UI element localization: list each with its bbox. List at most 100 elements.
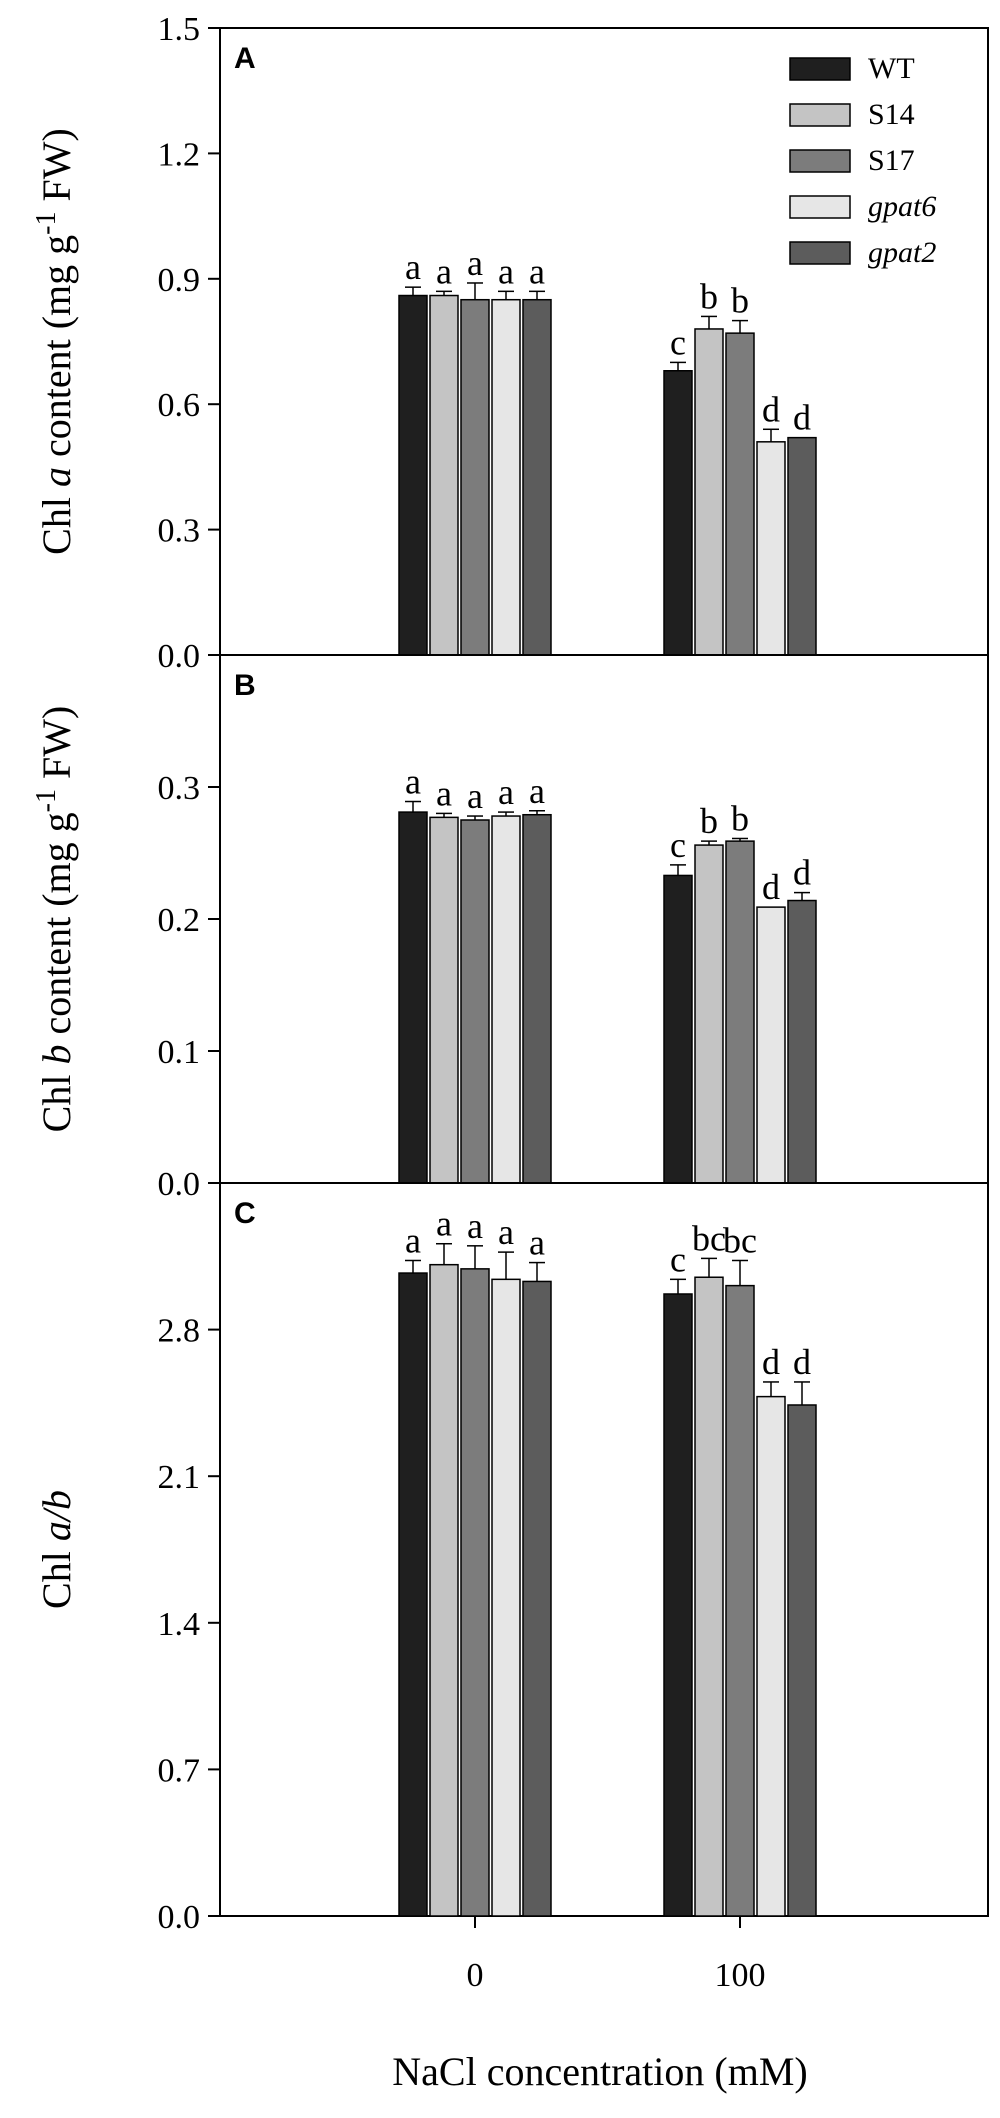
y-axis-title-part: content (mg g bbox=[34, 235, 79, 467]
significance-label: b bbox=[700, 801, 718, 841]
bar-wt-100 bbox=[663, 370, 693, 656]
y-tick-label: 0.1 bbox=[158, 1034, 201, 1071]
bar-gpat2-0 bbox=[522, 298, 552, 656]
legend-label-gpat2: gpat2 bbox=[868, 236, 936, 269]
bar-gpat2-100 bbox=[787, 436, 817, 656]
x-tick-label: 100 bbox=[715, 1957, 766, 1994]
y-axis-title-part: Chl bbox=[34, 1065, 79, 1133]
bar-gpat2-0 bbox=[522, 1280, 552, 1917]
y-axis-title-part: -1 bbox=[31, 789, 62, 812]
legend-label-s14: S14 bbox=[868, 98, 915, 131]
significance-label: a bbox=[405, 1220, 421, 1260]
y-axis-title: Chl a content (mg g-1 FW) bbox=[31, 128, 80, 555]
significance-label: c bbox=[670, 1239, 686, 1279]
bar-s17-0 bbox=[460, 298, 490, 656]
significance-label: a bbox=[529, 771, 545, 811]
panel-letter: A bbox=[234, 42, 256, 75]
significance-label: a bbox=[405, 762, 421, 802]
significance-label: a bbox=[436, 773, 452, 813]
y-axis-title: Chl b content (mg g-1 FW) bbox=[31, 706, 80, 1133]
y-tick-label: 0.6 bbox=[158, 387, 201, 424]
bar-s14-100 bbox=[694, 328, 724, 656]
y-axis-title: Chl a/b bbox=[34, 1490, 79, 1609]
legend: WT S14 S17 gpat6 gpat2 bbox=[789, 52, 936, 269]
legend-label-wt: WT bbox=[868, 52, 915, 85]
bar-gpat2-100 bbox=[787, 899, 817, 1184]
significance-label: a bbox=[405, 247, 421, 287]
y-axis-title-part: content (mg g bbox=[34, 812, 79, 1044]
bar-wt-0 bbox=[398, 811, 428, 1184]
legend-swatch-s17 bbox=[789, 149, 851, 173]
y-axis-title-part: a/b bbox=[34, 1490, 79, 1541]
significance-label: a bbox=[467, 1206, 483, 1246]
significance-label: d bbox=[762, 389, 780, 429]
y-axis-title-part: a bbox=[34, 467, 79, 487]
bar-gpat6-0 bbox=[491, 1278, 521, 1917]
bar-wt-0 bbox=[398, 294, 428, 656]
y-tick-label: 0.7 bbox=[158, 1752, 201, 1789]
significance-label: a bbox=[498, 251, 514, 291]
significance-label: a bbox=[467, 776, 483, 816]
bar-s14-0 bbox=[429, 1263, 459, 1917]
bar-s17-100 bbox=[725, 332, 755, 656]
legend-label-gpat6: gpat6 bbox=[868, 190, 936, 223]
y-tick-label: 0.0 bbox=[158, 1899, 201, 1936]
significance-label: bc bbox=[692, 1218, 726, 1258]
y-tick-label: 0.0 bbox=[158, 1166, 201, 1203]
significance-label: a bbox=[498, 1212, 514, 1252]
y-axis-title-part: FW) bbox=[34, 706, 79, 789]
significance-label: a bbox=[436, 251, 452, 291]
significance-label: a bbox=[498, 772, 514, 812]
significance-label: b bbox=[731, 798, 749, 838]
y-axis-title-part: FW) bbox=[34, 128, 79, 211]
panel-b: 0.0 0.1 0.2 0.3 B Chl b content (mg g-1 FW) a c… bbox=[31, 654, 989, 1203]
significance-label: a bbox=[467, 243, 483, 283]
bar-gpat6-0 bbox=[491, 815, 521, 1184]
bar-gpat6-100 bbox=[756, 1395, 786, 1917]
bar-gpat6-0 bbox=[491, 298, 521, 656]
y-axis-title-part: Chl bbox=[34, 487, 79, 555]
significance-label: b bbox=[700, 276, 718, 316]
plot-frame bbox=[219, 1182, 989, 1917]
y-tick-label: 1.5 bbox=[158, 11, 201, 48]
bar-gpat6-100 bbox=[756, 441, 786, 656]
significance-label: d bbox=[793, 1342, 811, 1382]
bar-s14-100 bbox=[694, 1276, 724, 1917]
significance-label: a bbox=[529, 251, 545, 291]
bar-s14-0 bbox=[429, 816, 459, 1184]
legend-swatch-gpat6 bbox=[789, 195, 851, 219]
legend-label-s17: S17 bbox=[868, 144, 915, 177]
panel-c: 0.0 0.7 1.4 2.1 2.8 C Chl a/b a c a bc a bc a d a d 0 100 bbox=[34, 1182, 989, 1994]
y-tick-label: 2.1 bbox=[158, 1459, 201, 1496]
bar-gpat2-0 bbox=[522, 813, 552, 1184]
y-axis-title-part: -1 bbox=[31, 212, 62, 235]
legend-swatch-s14 bbox=[789, 103, 851, 127]
significance-label: c bbox=[670, 825, 686, 865]
bar-gpat2-100 bbox=[787, 1404, 817, 1917]
panel-a: 0.0 0.3 0.6 0.9 1.2 1.5 A Chl a content (mg g-1… bbox=[31, 11, 989, 675]
bar-gpat6-100 bbox=[756, 906, 786, 1184]
bar-wt-100 bbox=[663, 1293, 693, 1917]
panel-letter: C bbox=[234, 1197, 256, 1230]
significance-label: bc bbox=[723, 1220, 757, 1260]
bar-s17-100 bbox=[725, 840, 755, 1184]
x-axis-title: NaCl concentration (mM) bbox=[392, 2049, 807, 2094]
significance-label: b bbox=[731, 281, 749, 321]
y-axis-title-part: b bbox=[34, 1045, 79, 1065]
significance-label: c bbox=[670, 322, 686, 362]
x-tick-label: 0 bbox=[467, 1957, 484, 1994]
significance-label: a bbox=[436, 1204, 452, 1244]
y-axis-title-part: Chl bbox=[34, 1541, 79, 1609]
y-tick-label: 0.3 bbox=[158, 513, 201, 550]
y-tick-label: 0.3 bbox=[158, 770, 201, 807]
bar-wt-0 bbox=[398, 1272, 428, 1917]
y-tick-label: 1.4 bbox=[158, 1606, 201, 1643]
panel-letter: B bbox=[234, 669, 256, 702]
y-tick-label: 0.0 bbox=[158, 638, 201, 675]
significance-label: d bbox=[793, 398, 811, 438]
bar-s17-0 bbox=[460, 819, 490, 1184]
significance-label: d bbox=[762, 1342, 780, 1382]
bar-s17-100 bbox=[725, 1284, 755, 1917]
y-tick-label: 0.2 bbox=[158, 902, 201, 939]
